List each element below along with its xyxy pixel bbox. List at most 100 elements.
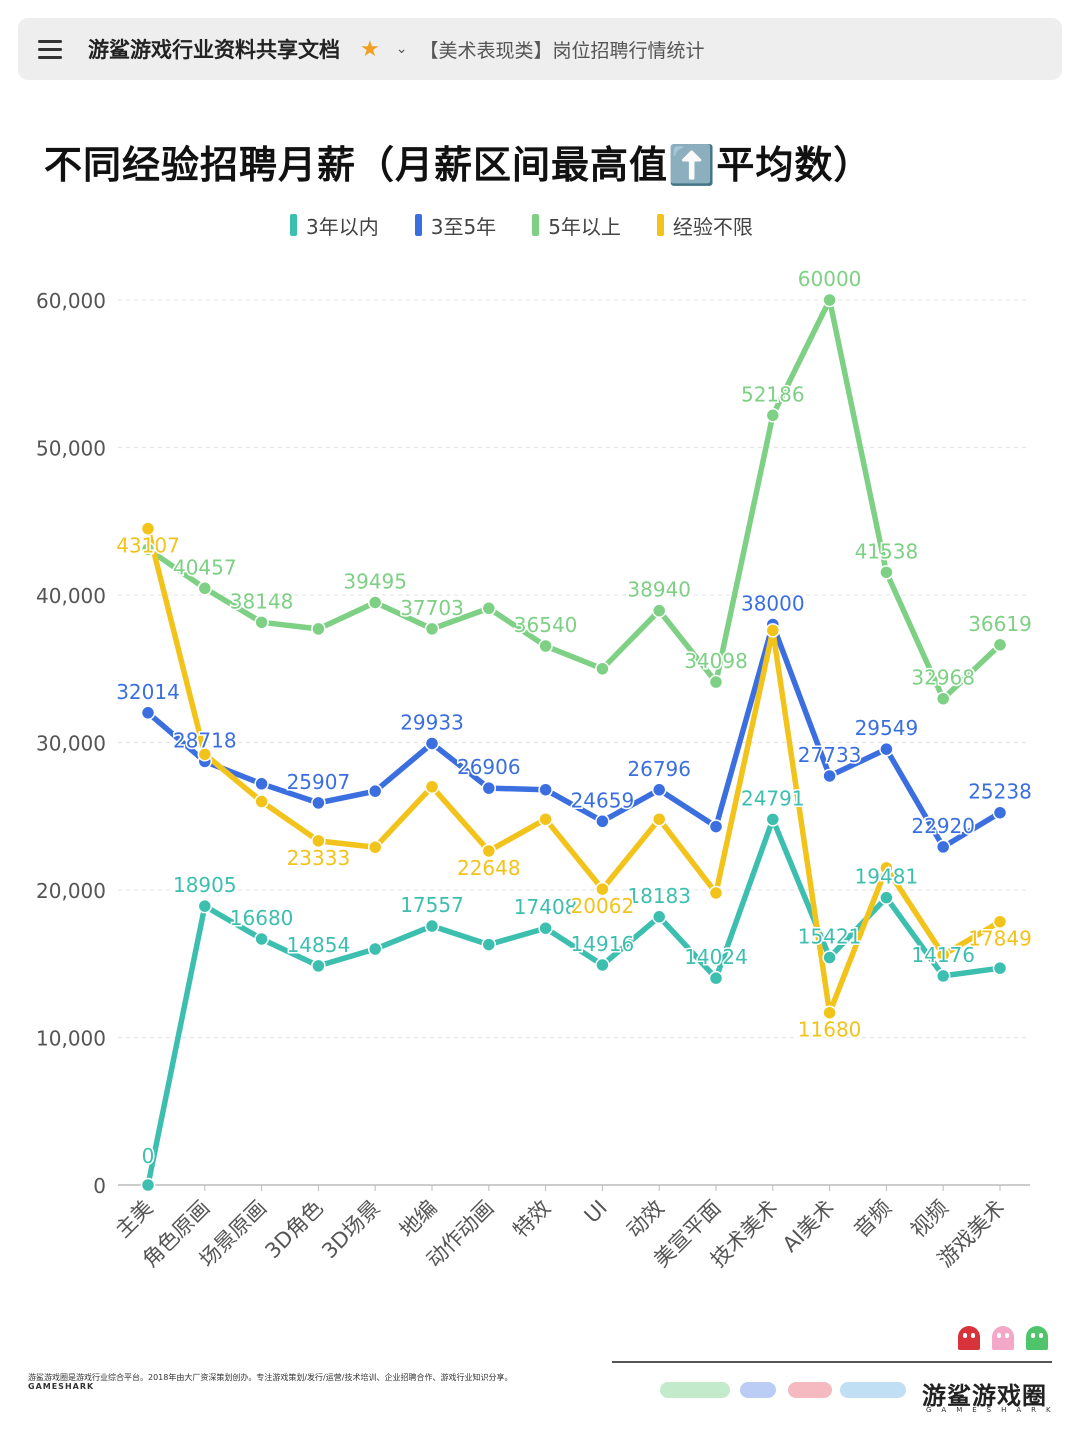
data-label: 24659 <box>571 788 635 812</box>
data-label: 52186 <box>741 382 805 406</box>
series-line-1 <box>145 621 1003 850</box>
data-point <box>140 705 156 721</box>
legend-swatch <box>532 214 540 236</box>
data-point <box>992 960 1008 976</box>
data-point <box>595 957 610 973</box>
legend-item[interactable]: 经验不限 <box>656 211 753 240</box>
data-point <box>311 795 326 811</box>
x-tick-label: 动效 <box>622 1196 669 1243</box>
red-ghost-icon <box>958 1326 980 1350</box>
data-label: 17849 <box>968 927 1032 951</box>
partner-logo <box>660 1382 730 1398</box>
data-label: 38940 <box>627 578 691 602</box>
y-tick-label: 30,000 <box>36 732 106 756</box>
hamburger-menu-icon[interactable] <box>38 40 62 59</box>
data-point <box>254 794 269 809</box>
data-point <box>595 661 610 676</box>
data-label: 39495 <box>343 569 407 593</box>
data-point <box>708 885 724 901</box>
data-point <box>879 860 894 876</box>
data-point <box>424 736 440 751</box>
data-point <box>140 521 156 536</box>
data-label: 17408 <box>514 895 578 919</box>
data-label: 32014 <box>116 680 180 704</box>
data-label: 22920 <box>911 814 975 838</box>
partner-logo <box>840 1382 906 1398</box>
data-label: 38148 <box>230 589 294 613</box>
data-point <box>822 1005 837 1020</box>
data-point <box>879 565 894 580</box>
data-label: 43107 <box>116 534 180 558</box>
data-point <box>538 638 553 654</box>
data-point <box>992 914 1008 929</box>
partner-logo <box>788 1382 832 1398</box>
data-label: 25238 <box>968 780 1032 804</box>
footer-divider <box>612 1361 1052 1363</box>
legend-item[interactable]: 5年以上 <box>532 211 621 240</box>
y-tick-label: 60,000 <box>36 289 106 313</box>
data-label: 32968 <box>911 666 975 690</box>
legend-swatch <box>290 214 297 236</box>
data-point <box>367 595 383 610</box>
data-point <box>538 811 553 827</box>
x-tick-label: 3D角色 <box>260 1196 328 1264</box>
data-point <box>140 541 156 557</box>
star-icon[interactable]: ★ <box>360 36 380 62</box>
data-point <box>822 768 837 784</box>
y-tick-label: 20,000 <box>36 879 106 903</box>
data-point <box>651 811 667 827</box>
data-label: 22648 <box>457 856 521 880</box>
legend-swatch <box>414 214 422 236</box>
data-label: 15421 <box>798 925 862 949</box>
data-label: 27733 <box>798 743 862 767</box>
legend-item[interactable]: 3至5年 <box>414 211 496 240</box>
legend-swatch <box>656 214 664 236</box>
data-point <box>481 937 497 952</box>
x-tick-label: UI <box>580 1196 612 1228</box>
legend-item[interactable]: 3年以内 <box>290 211 379 240</box>
data-point <box>595 881 610 897</box>
data-point <box>481 843 497 859</box>
data-label: 18905 <box>173 873 237 897</box>
data-label: 29549 <box>855 716 919 740</box>
data-point <box>765 408 781 423</box>
x-tick-label: 音频 <box>849 1196 896 1243</box>
chart-title: 不同经验招聘月薪（月薪区间最高值⬆️平均数） <box>44 143 873 187</box>
series-line-2 <box>145 297 1003 702</box>
data-point <box>879 890 894 905</box>
data-label: 23333 <box>287 846 351 870</box>
data-label: 40457 <box>173 555 237 579</box>
data-label: 24791 <box>741 786 805 810</box>
data-point <box>311 621 326 637</box>
breadcrumb[interactable]: 【美术表现类】岗位招聘行情统计 <box>419 39 705 62</box>
y-tick-label: 0 <box>93 1174 106 1198</box>
data-label: 14176 <box>911 943 975 967</box>
data-label: 0 <box>142 1144 155 1168</box>
data-point <box>481 780 497 796</box>
data-point <box>367 839 383 855</box>
chart-legend: 3年以内 3至5年 5年以上 经验不限 <box>290 210 789 240</box>
data-label: 14024 <box>684 945 748 969</box>
data-point <box>651 782 667 798</box>
data-point <box>765 812 781 827</box>
data-point <box>651 603 667 618</box>
chevron-down-icon[interactable]: ⌄ <box>395 41 408 57</box>
data-point <box>708 819 724 834</box>
y-tick-label: 40,000 <box>36 584 106 608</box>
data-point <box>197 581 213 596</box>
data-label: 60000 <box>798 267 862 291</box>
data-label: 37703 <box>400 596 464 620</box>
data-point <box>311 833 326 849</box>
pink-ghost-icon <box>992 1326 1014 1350</box>
data-point <box>538 920 553 936</box>
data-point <box>708 970 724 986</box>
legend-label: 5年以上 <box>548 214 621 239</box>
x-tick-label: 主美 <box>111 1196 158 1243</box>
data-point <box>140 1177 156 1193</box>
data-point <box>424 779 440 794</box>
data-point <box>538 782 553 797</box>
gameshark-logo: 游鲨游戏圈 <box>922 1382 1047 1410</box>
legend-label: 3年以内 <box>306 214 379 239</box>
data-label: 28718 <box>173 728 237 752</box>
data-point <box>935 839 951 855</box>
